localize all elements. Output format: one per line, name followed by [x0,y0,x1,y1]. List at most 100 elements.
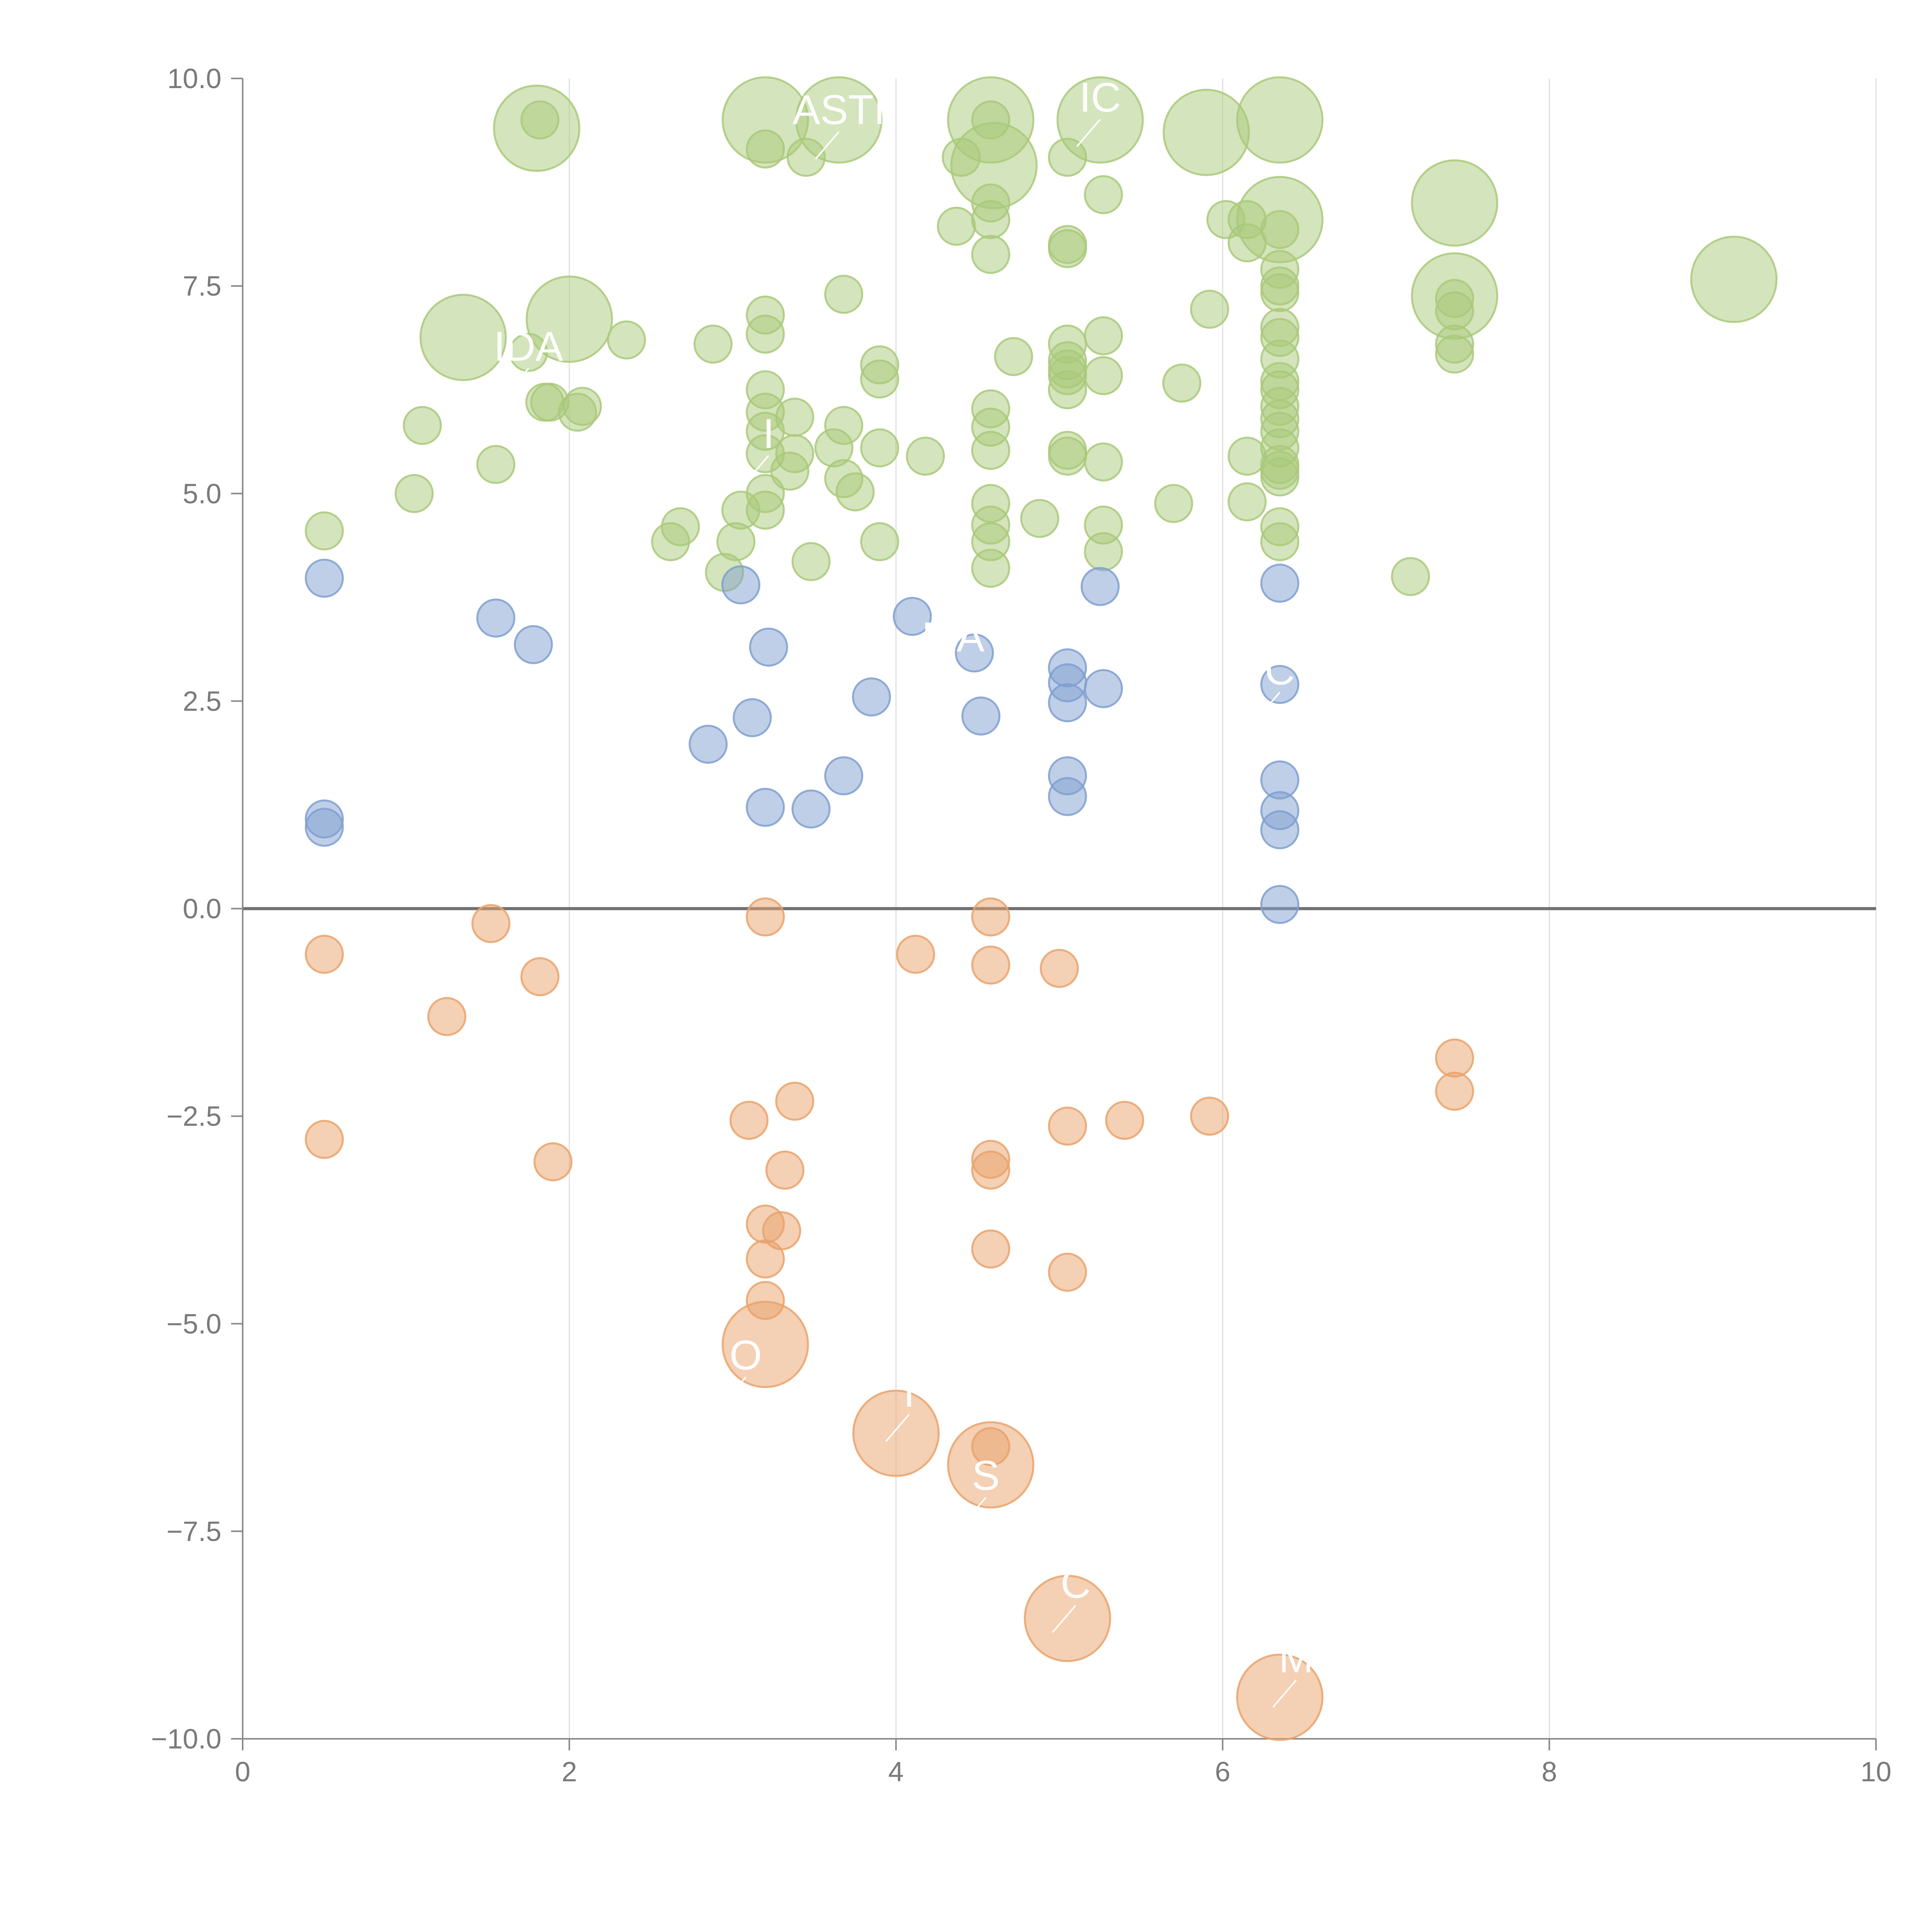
green-bubble-point [661,507,700,546]
orange-bubble-point [852,1389,940,1477]
green-bubble-point [994,337,1033,376]
orange-bubble-point [896,935,935,974]
label-leader-line [1272,1679,1297,1708]
blue-bubble-point [824,756,864,796]
green-bubble-point [509,333,548,372]
blue-bubble-point [1048,777,1087,816]
green-bubble-point [1228,437,1267,476]
orange-bubble-point [1236,1653,1324,1741]
orange-bubble-point [765,1150,804,1190]
x-tick-label: 6 [1215,1757,1230,1787]
blue-bubble-point [791,789,831,829]
orange-bubble-point [1040,949,1079,988]
blue-bubble-point [1080,567,1120,606]
y-tick-label: −10.0 [151,1724,221,1755]
orange-bubble-point [971,1229,1010,1269]
blue-bubble-point [1260,665,1299,704]
green-bubble-point [526,276,613,363]
green-bubble-point [860,428,900,468]
orange-bubble-point [947,1421,1034,1509]
x-tick-label: 4 [888,1757,904,1787]
green-bubble-point [1048,229,1087,268]
green-bubble-point [304,511,344,551]
green-bubble-point [1260,273,1299,312]
green-bubble-point [1190,289,1229,329]
green-bubble-point [775,398,815,437]
orange-bubble-point [729,1100,769,1140]
green-bubble-point [403,406,442,445]
point-label: ASTI [793,86,885,133]
green-bubble-point [1228,223,1267,262]
green-bubble-point [1084,442,1123,482]
blue-bubble-point [1260,810,1299,849]
green-bubble-point [1048,138,1087,177]
orange-bubble-point [746,897,785,937]
blue-bubble-point [304,808,344,847]
green-bubble-point [1162,363,1202,403]
blue-bubble-point [852,677,891,717]
green-bubble-point [746,129,785,169]
orange-bubble-point [971,1150,1010,1190]
orange-bubble-point [533,1142,573,1182]
point-label: IDA [494,323,563,369]
y-tick-label: 10.0 [167,63,221,94]
green-bubble-point [860,359,900,399]
green-bubble-point [795,76,883,164]
blue-bubble-point [721,565,760,605]
orange-bubble-point [520,957,560,997]
green-bubble-point [1690,236,1778,323]
green-bubble-point [746,315,785,354]
y-tick-label: 2.5 [183,686,221,717]
green-bubble-point [971,235,1010,274]
point-label: S [972,1452,1000,1498]
label-leader-line [1076,119,1101,147]
green-bubble-point [476,445,515,484]
green-bubble-point [824,275,864,314]
blue-bubble-point [514,625,553,664]
x-tick-label: 2 [561,1757,577,1787]
green-bubble-point [1260,210,1299,249]
green-bubble-point [937,206,976,246]
point-label: IC [1079,74,1121,121]
green-bubble-point [1084,356,1123,395]
blue-bubble-point [961,696,1001,736]
blue-bubble-point [476,599,515,638]
data-labels-layer: ASTI IC IDA I MA C O I S C M [494,74,1313,1708]
green-bubble-point [1260,522,1299,561]
green-bubble-point [835,472,875,512]
orange-bubble-point [1190,1097,1229,1136]
blue-bubble-point [1048,683,1087,723]
label-leader-line [885,1414,910,1442]
y-tick-label: −2.5 [167,1101,221,1132]
point-label: MA [922,613,985,660]
green-bubble-point [786,138,826,177]
green-bubble-point [1391,557,1430,596]
orange-bubble-point [1105,1100,1145,1140]
blue-bubble-point [304,558,344,598]
orange-bubble-point [1435,1071,1474,1111]
green-bubble-point [971,549,1010,588]
green-bubble-point [1236,76,1324,164]
point-label: O [730,1332,762,1378]
blue-bubble-point [1260,885,1299,924]
green-bubble-point [906,437,945,476]
label-leader-line [745,455,769,483]
x-tick-label: 10 [1861,1757,1891,1787]
y-tick-label: 0.0 [183,894,221,925]
green-bubble-point [520,100,560,139]
green-bubble-point [770,451,810,491]
orange-bubble-point [775,1082,815,1121]
orange-bubble-point [971,897,1010,937]
blue-bubble-point [689,724,728,764]
green-bubble-point [1084,316,1123,355]
y-tick-label: 7.5 [183,271,221,302]
markers-layer [304,76,1778,1741]
orange-bubble-point [721,1301,809,1388]
label-leader-line [1052,1605,1077,1633]
green-bubble-point [419,294,507,381]
green-bubble-point [1154,484,1193,523]
green-bubble-point [563,387,602,426]
green-bubble-point [860,522,900,561]
orange-bubble-point [427,997,466,1036]
